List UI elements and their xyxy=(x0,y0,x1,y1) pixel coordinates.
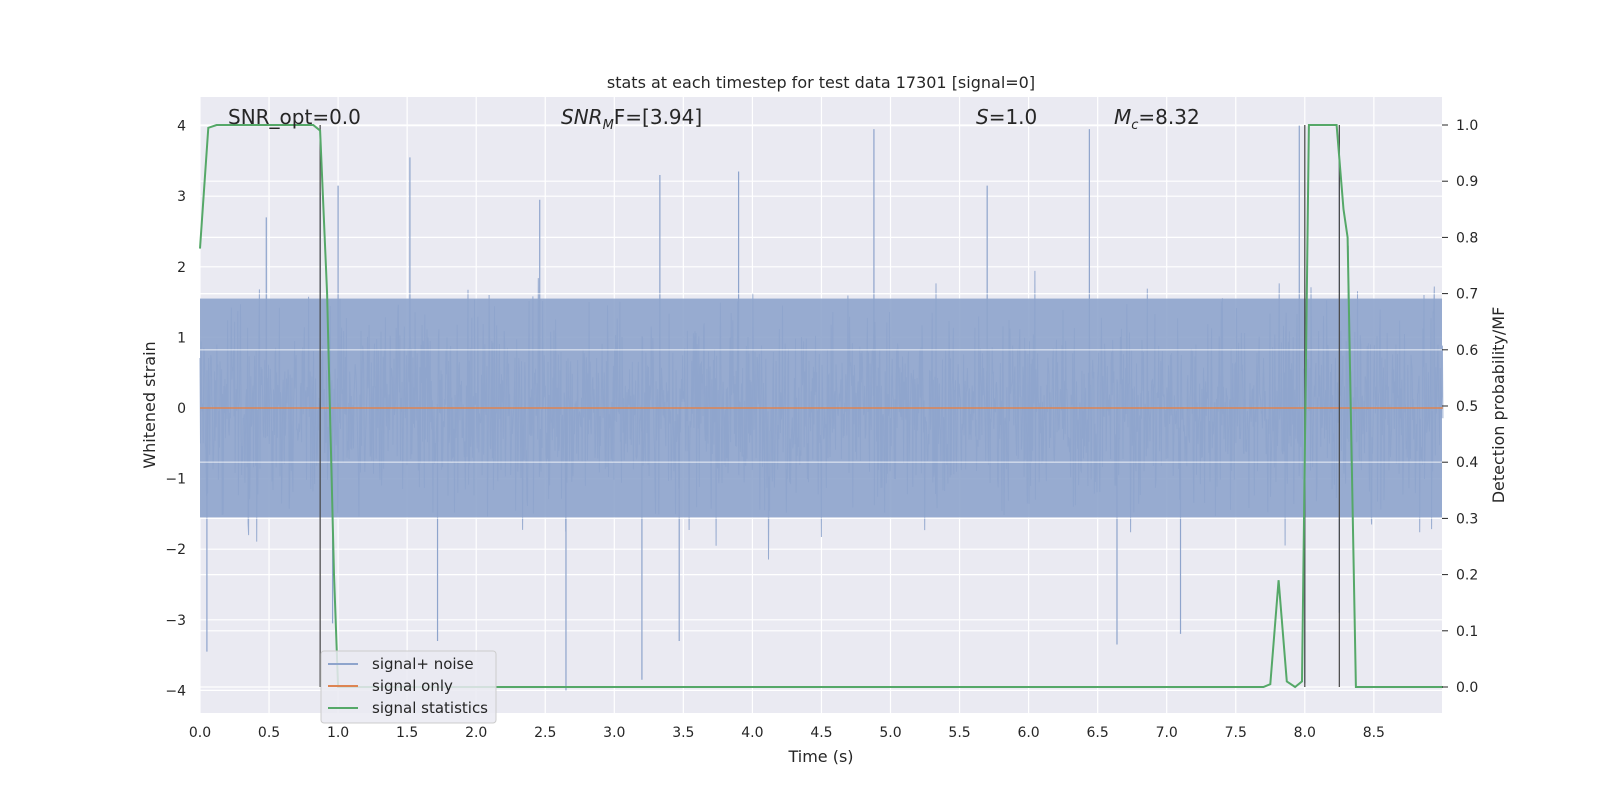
annotation-mc-symbol: M xyxy=(1114,105,1131,129)
y-tick-label-right: 0.3 xyxy=(1456,511,1478,527)
y-tick-label-right: 0.4 xyxy=(1456,455,1478,471)
annotation-snr-mf-symbol: SNR xyxy=(561,105,603,129)
y-tick-label: −3 xyxy=(165,613,186,629)
y-tick-label-right: 0.7 xyxy=(1456,287,1478,303)
x-tick-label: 5.5 xyxy=(948,725,970,741)
legend: signal+ noise signal only signal statist… xyxy=(320,650,497,724)
y-tick-label: 4 xyxy=(177,119,186,135)
x-tick-label: 7.0 xyxy=(1156,725,1178,741)
y-axis-label: Whitened strain xyxy=(140,341,159,468)
y-tick-labels-right: 0.0 0.1 0.2 0.3 0.4 0.5 0.6 0.7 0.8 0.9 1.0 xyxy=(1442,118,1478,696)
legend-label-signal-plus-noise: signal+ noise xyxy=(372,655,474,673)
y-tick-label: 2 xyxy=(177,260,186,276)
y-tick-label-right: 0.8 xyxy=(1456,230,1478,246)
y-tick-label: −4 xyxy=(165,683,186,699)
y-tick-label: −1 xyxy=(165,472,186,488)
x-tick-label: 4.0 xyxy=(741,725,763,741)
x-tick-label: 2.0 xyxy=(465,725,487,741)
x-tick-label: 8.0 xyxy=(1294,725,1316,741)
x-axis-label: Time (s) xyxy=(787,747,853,766)
annotation-s-symbol: S xyxy=(976,105,989,129)
x-tick-label: 7.5 xyxy=(1225,725,1247,741)
y-tick-label: −2 xyxy=(165,542,186,558)
y-tick-label-right: 1.0 xyxy=(1456,118,1478,134)
annotation-snr-opt: SNR_opt=0.0 xyxy=(228,105,361,129)
y-tick-labels-left: −4 −3 −2 −1 0 1 2 3 4 xyxy=(165,119,186,700)
x-tick-label: 0.5 xyxy=(258,725,280,741)
y-tick-label: 1 xyxy=(177,330,186,346)
y-tick-label-right: 0.5 xyxy=(1456,399,1478,415)
x-tick-label: 1.5 xyxy=(396,725,418,741)
x-tick-label: 3.0 xyxy=(603,725,625,741)
annotation-snr-mf-value: F=[3.94] xyxy=(614,105,702,129)
y-tick-label-right: 0.6 xyxy=(1456,343,1478,359)
legend-box xyxy=(320,650,497,724)
y-tick-label: 0 xyxy=(177,401,186,417)
series-signal-statistics xyxy=(199,124,1443,689)
x-tick-label: 6.0 xyxy=(1017,725,1039,741)
x-tick-label: 0.0 xyxy=(189,725,211,741)
x-tick-label: 8.5 xyxy=(1363,725,1385,741)
x-tick-label: 1.0 xyxy=(327,725,349,741)
annotation-mc-value: =8.32 xyxy=(1138,105,1199,129)
y-tick-label: 3 xyxy=(177,189,186,205)
annotation-snr-mf: SNRMF=[3.94] xyxy=(561,105,702,133)
y-tick-label-right: 0.0 xyxy=(1456,680,1478,696)
signal-statistics-line xyxy=(199,124,1443,689)
annotation-snr-mf-subscript: M xyxy=(603,118,614,133)
y-tick-label-right: 0.1 xyxy=(1456,624,1478,640)
y-axis-label-right: Detection probability/MF xyxy=(1489,307,1508,504)
x-tick-label: 3.5 xyxy=(672,725,694,741)
y-tick-label-right: 0.2 xyxy=(1456,568,1478,584)
annotation-mc: Mc=8.32 xyxy=(1114,105,1200,133)
legend-label-signal-statistics: signal statistics xyxy=(372,699,488,717)
chart-title: stats at each timestep for test data 173… xyxy=(607,73,1035,92)
annotation-s-value: =1.0 xyxy=(989,105,1038,129)
annotation-s: S=1.0 xyxy=(976,105,1037,129)
legend-label-signal-only: signal only xyxy=(372,677,453,695)
x-tick-labels: 0.0 0.5 1.0 1.5 2.0 2.5 3.0 3.5 4.0 4.5 5.0 5.5 6.0 6… xyxy=(189,725,1385,741)
x-tick-label: 4.5 xyxy=(810,725,832,741)
annotation-mc-subscript: c xyxy=(1131,118,1138,133)
x-tick-label: 6.5 xyxy=(1087,725,1109,741)
x-tick-label: 2.5 xyxy=(534,725,556,741)
x-tick-label: 5.0 xyxy=(879,725,901,741)
y-tick-label-right: 0.9 xyxy=(1456,174,1478,190)
